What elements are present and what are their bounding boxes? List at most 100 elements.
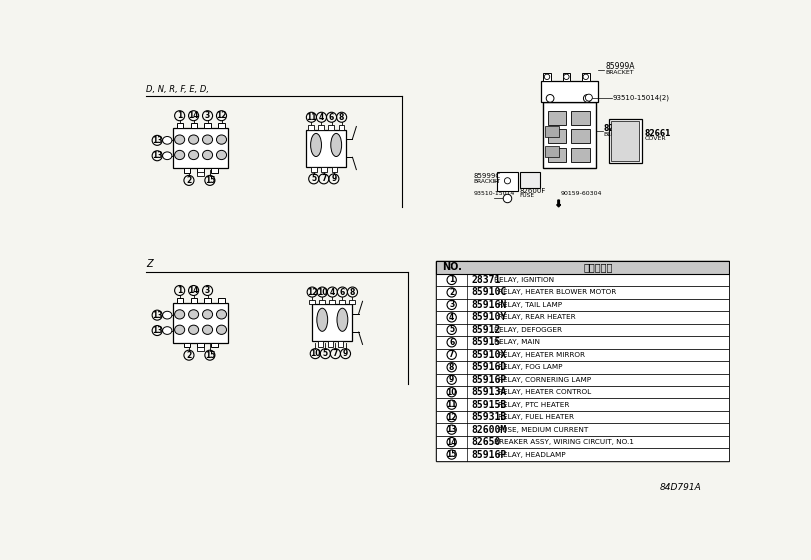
Text: RELAY, HEATER MIRROR: RELAY, HEATER MIRROR — [498, 352, 586, 358]
Text: BRACKET: BRACKET — [605, 69, 633, 74]
Text: 7: 7 — [333, 349, 338, 358]
Text: RELAY, FUEL HEATER: RELAY, FUEL HEATER — [498, 414, 574, 420]
Text: RELAY, HEADLAMP: RELAY, HEADLAMP — [498, 451, 566, 458]
Text: 6: 6 — [329, 113, 334, 122]
Text: 9: 9 — [343, 349, 348, 358]
Text: 85915B: 85915B — [471, 400, 506, 410]
Text: 85916P: 85916P — [471, 375, 506, 385]
Text: 12: 12 — [217, 111, 227, 120]
Bar — [197, 172, 204, 176]
Bar — [338, 125, 344, 129]
Ellipse shape — [162, 137, 172, 144]
Bar — [350, 300, 354, 305]
Bar — [496, 171, 518, 191]
Ellipse shape — [203, 310, 212, 319]
Ellipse shape — [337, 308, 348, 332]
Ellipse shape — [162, 311, 172, 319]
Text: 15: 15 — [447, 450, 457, 459]
Text: 13: 13 — [152, 311, 162, 320]
Bar — [436, 298, 729, 311]
Bar — [332, 166, 337, 172]
Bar — [611, 121, 639, 161]
Text: 93510-15014(2): 93510-15014(2) — [613, 95, 670, 101]
Bar — [177, 298, 182, 303]
Bar — [609, 119, 642, 164]
Bar — [436, 374, 729, 386]
Ellipse shape — [162, 152, 172, 160]
Bar — [541, 81, 599, 102]
Text: 10: 10 — [446, 388, 457, 396]
Text: 13: 13 — [152, 151, 162, 160]
Text: 1: 1 — [177, 286, 182, 295]
Text: 2: 2 — [449, 288, 454, 297]
Text: 93510-15014: 93510-15014 — [474, 192, 515, 197]
Text: 4: 4 — [330, 287, 335, 297]
Bar — [183, 168, 190, 172]
Ellipse shape — [217, 135, 226, 144]
Text: RELAY, PTC HEATER: RELAY, PTC HEATER — [498, 402, 569, 408]
Text: 13: 13 — [446, 425, 457, 434]
Ellipse shape — [317, 308, 328, 332]
Text: RELAY, HEATER BLOWER MOTOR: RELAY, HEATER BLOWER MOTOR — [498, 290, 616, 296]
Text: 15: 15 — [204, 176, 215, 185]
Bar — [436, 361, 729, 374]
Bar — [571, 111, 590, 124]
Bar — [436, 286, 729, 298]
Text: 12: 12 — [446, 413, 457, 422]
Ellipse shape — [174, 310, 185, 319]
Bar — [436, 336, 729, 348]
Circle shape — [583, 95, 591, 102]
Text: 85912: 85912 — [471, 325, 500, 335]
Bar — [436, 261, 729, 461]
Bar — [436, 399, 729, 411]
Text: 2: 2 — [187, 351, 191, 360]
Bar — [212, 343, 217, 347]
Text: 8: 8 — [350, 287, 355, 297]
Text: 85910C: 85910C — [471, 287, 506, 297]
Text: RELAY, FOG LAMP: RELAY, FOG LAMP — [498, 364, 563, 370]
Ellipse shape — [203, 325, 212, 334]
Ellipse shape — [217, 325, 226, 334]
Bar — [218, 298, 225, 303]
Text: 84D791A: 84D791A — [659, 483, 702, 492]
Text: RELAY, CORNERING LAMP: RELAY, CORNERING LAMP — [498, 377, 591, 382]
Text: 85910Y: 85910Y — [471, 312, 506, 323]
Text: 85910X: 85910X — [471, 350, 506, 360]
Ellipse shape — [331, 133, 341, 157]
Circle shape — [564, 74, 569, 80]
Ellipse shape — [174, 325, 185, 334]
Text: 85916N: 85916N — [471, 300, 506, 310]
Ellipse shape — [311, 133, 321, 157]
Text: 9: 9 — [449, 375, 454, 384]
Bar — [520, 171, 540, 189]
Ellipse shape — [189, 151, 199, 160]
Text: 85915: 85915 — [471, 337, 500, 347]
Bar — [436, 411, 729, 423]
Bar — [436, 261, 729, 274]
FancyArrow shape — [556, 200, 560, 207]
Ellipse shape — [162, 326, 172, 334]
Bar — [309, 300, 315, 305]
Bar — [312, 305, 353, 341]
Ellipse shape — [189, 135, 199, 144]
Text: 1: 1 — [177, 111, 182, 120]
Text: 9: 9 — [331, 174, 337, 183]
Bar — [197, 343, 204, 347]
Bar — [563, 73, 570, 81]
Bar — [436, 423, 729, 436]
Bar — [328, 341, 333, 347]
Bar — [191, 298, 197, 303]
Text: RELAY, HEATER CONTROL: RELAY, HEATER CONTROL — [498, 389, 591, 395]
Text: Z: Z — [146, 259, 153, 269]
Text: 8: 8 — [449, 363, 454, 372]
Ellipse shape — [203, 151, 212, 160]
Text: 14: 14 — [446, 437, 457, 447]
Bar — [197, 168, 204, 172]
Bar — [436, 274, 729, 286]
Circle shape — [583, 74, 589, 80]
Bar — [547, 129, 566, 143]
Bar — [311, 166, 317, 172]
Text: FUSE, MEDIUM CURRENT: FUSE, MEDIUM CURRENT — [498, 427, 589, 433]
Ellipse shape — [174, 135, 185, 144]
Text: 82661: 82661 — [645, 129, 671, 138]
